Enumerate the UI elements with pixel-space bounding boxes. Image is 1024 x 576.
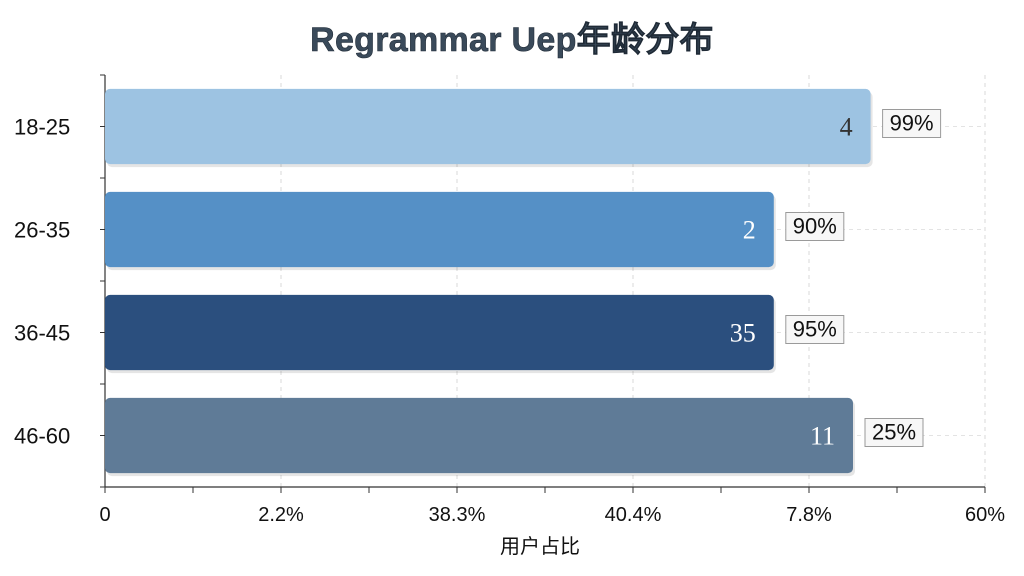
y-category-label: 46-60 bbox=[14, 424, 70, 449]
x-tick-label: 60% bbox=[965, 504, 1005, 526]
bar-value-label: 11 bbox=[810, 422, 835, 451]
bar bbox=[105, 294, 774, 371]
x-tick-label: 7.8% bbox=[786, 504, 832, 526]
bar-percent-label: 25% bbox=[872, 420, 916, 445]
bar-value-label: 2 bbox=[743, 216, 756, 245]
x-axis-title: 用户占比 bbox=[500, 534, 580, 558]
bar-percent-label: 95% bbox=[793, 317, 837, 342]
bar-percent-label: 99% bbox=[890, 111, 934, 136]
bar-percent-label: 90% bbox=[793, 214, 837, 239]
chart-title: Regrammar Uep年龄分布 bbox=[310, 21, 714, 60]
y-category-label: 36-45 bbox=[14, 321, 70, 346]
y-category-label: 26-35 bbox=[14, 218, 70, 243]
percent-label-box bbox=[864, 418, 924, 447]
percent-label-box bbox=[882, 109, 942, 138]
x-tick-label: 40.4% bbox=[605, 504, 662, 526]
bar-value-label: 4 bbox=[840, 113, 853, 142]
x-tick-label: 0 bbox=[99, 504, 110, 526]
bar bbox=[105, 88, 871, 165]
bar bbox=[105, 191, 774, 268]
x-tick-label: 38.3% bbox=[429, 504, 486, 526]
bar-value-label: 35 bbox=[730, 319, 756, 348]
percent-label-box bbox=[785, 212, 845, 241]
bar bbox=[105, 397, 853, 474]
y-category-label: 18-25 bbox=[14, 115, 70, 140]
percent-label-box bbox=[785, 315, 845, 344]
x-tick-label: 2.2% bbox=[258, 504, 304, 526]
